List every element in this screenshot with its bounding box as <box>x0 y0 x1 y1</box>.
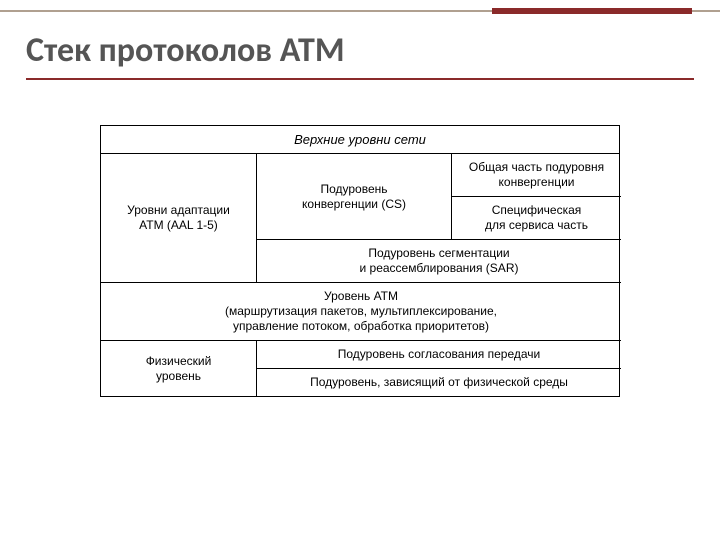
sar-label: Подуровень сегментациии реассемблировани… <box>256 239 621 282</box>
physical-left-label: Физическийуровень <box>101 341 256 396</box>
adaptation-block: Уровни адаптацииАТМ (AAL 1-5) Подуровень… <box>101 154 621 282</box>
physical-block: Физическийуровень Подуровень согласовани… <box>101 340 621 396</box>
upper-levels-label: Верхние уровни сети <box>294 132 426 147</box>
cs-label: Подуровеньконвергенции (CS) <box>256 154 451 239</box>
convergence-common-label: Общая часть подуровняконвергенции <box>451 154 621 196</box>
atm-stack-diagram: Верхние уровни сети Уровни адаптацииАТМ … <box>100 125 620 397</box>
atm-layer-row: Уровень АТМ(маршрутизация пакетов, мульт… <box>101 282 621 340</box>
physical-tc-label: Подуровень согласования передачи <box>256 341 621 368</box>
convergence-specific-label: Специфическаядля сервиса часть <box>451 196 621 239</box>
physical-pmd-label: Подуровень, зависящий от физической сред… <box>256 368 621 396</box>
adaptation-left-label: Уровни адаптацииАТМ (AAL 1-5) <box>101 154 256 282</box>
slide-title: Стек протоколов АТМ <box>26 30 345 71</box>
stack-grid: Уровни адаптацииАТМ (AAL 1-5) Подуровень… <box>100 153 620 397</box>
atm-layer-label: Уровень АТМ(маршрутизация пакетов, мульт… <box>225 289 497 333</box>
slide-header-bar <box>0 8 720 14</box>
header-red-block <box>492 8 692 14</box>
title-underline <box>26 78 694 80</box>
upper-levels-row: Верхние уровни сети <box>100 125 620 153</box>
